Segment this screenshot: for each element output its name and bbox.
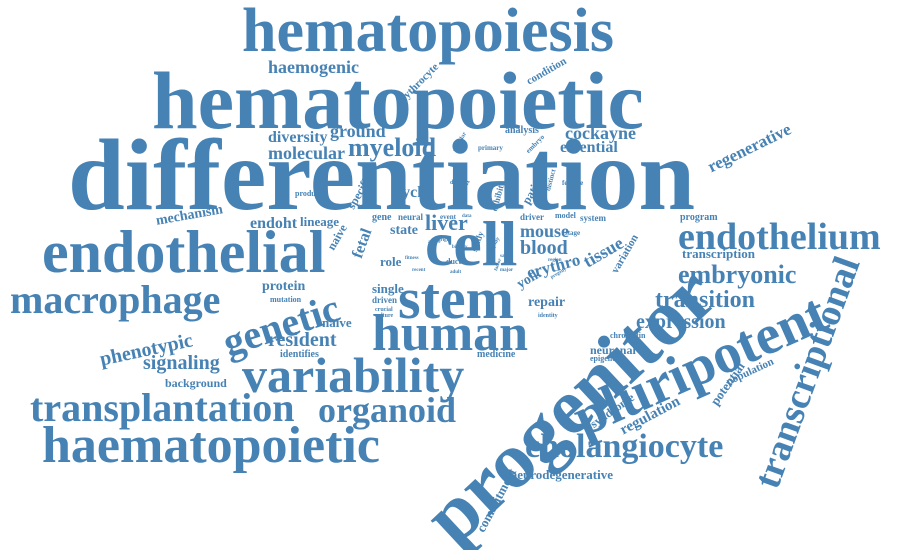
word-neuronal: neuronal: [590, 343, 636, 357]
word-model: model: [555, 211, 576, 220]
word-system: system: [580, 213, 606, 223]
word-crucial: crucial: [375, 307, 393, 313]
word-analysis: analysis: [505, 125, 539, 136]
word-chromatin: chromatin: [610, 331, 646, 340]
word-data: data: [462, 214, 472, 219]
word-origin: origin: [438, 238, 451, 243]
word-neurodegenerative: neurodegenerative: [510, 467, 614, 482]
word-defect: defect: [450, 180, 466, 186]
word-differentiation: differentiation: [68, 119, 696, 232]
word-epigenetic: epigenetic: [590, 354, 625, 363]
word-haematopoietic: haematopoietic: [42, 417, 380, 474]
word-gene: gene: [372, 212, 392, 223]
word-ground: ground: [330, 121, 386, 141]
word-driven: driven: [372, 295, 398, 305]
word-cell: cell: [425, 208, 518, 279]
word-mutation: mutation: [270, 295, 302, 304]
word-protein: protein: [262, 279, 306, 294]
word-resident: resident: [268, 329, 337, 351]
word-cockayne: cockayne: [565, 123, 636, 143]
word-major: major: [500, 268, 514, 273]
word-stem: stem: [398, 266, 514, 331]
word-fitness: fitness: [405, 256, 419, 261]
word-liver: liver: [425, 210, 468, 235]
word-adult: adult: [450, 270, 462, 275]
word-endothelial: endothelial: [42, 219, 326, 285]
word-driver: driver: [520, 212, 544, 222]
word-essential: essential: [560, 139, 618, 156]
word-hematopoiesis: hematopoiesis: [242, 0, 614, 65]
word-produce: produce: [295, 189, 323, 198]
word-endoht: endoht: [250, 215, 298, 232]
word-program: program: [680, 212, 718, 223]
word-culture: culture: [375, 313, 394, 319]
word-event: event: [440, 213, 456, 221]
word-diversity: diversity: [268, 129, 328, 146]
word-variability: variability: [242, 347, 465, 403]
word-naïve: naïve: [322, 315, 352, 330]
word-identity: identity: [538, 313, 558, 319]
word-medicine: medicine: [477, 349, 516, 360]
word-transition: transition: [655, 287, 756, 313]
word-region: region: [548, 258, 562, 263]
word-feature: feature: [562, 179, 584, 187]
word-primary: primary: [478, 144, 503, 152]
word-active: active: [428, 240, 441, 245]
word-stage: stage: [565, 229, 581, 237]
word-lineage: lineage: [300, 214, 339, 229]
word-molecular: molecular: [268, 143, 345, 163]
word-endothelium: endothelium: [678, 216, 881, 258]
word-neural: neural: [398, 212, 424, 222]
word-regenerative: regenerative: [704, 119, 795, 177]
word-state: state: [390, 223, 418, 238]
word-organoid: organoid: [318, 390, 457, 430]
word-blood: blood: [520, 237, 568, 259]
word-level: level: [455, 200, 467, 206]
word-cycle: cycle: [395, 184, 429, 201]
word-myeloid: myeloid: [348, 133, 437, 162]
word-sac: sac: [500, 254, 507, 259]
word-transcription: transcription: [682, 246, 755, 261]
word-macrophage: macrophage: [10, 277, 221, 322]
word-yolk: yolk: [514, 266, 545, 293]
word-human: human: [372, 305, 529, 362]
word-haemogenic: haemogenic: [268, 57, 359, 77]
word-role: role: [380, 254, 402, 269]
word-repair: repair: [528, 295, 566, 310]
word-cholangiocyte: cholangiocyte: [525, 428, 724, 465]
word-embryonic: embryonic: [678, 260, 797, 289]
word-recent: recent: [412, 268, 426, 273]
word-transplantation: transplantation: [30, 385, 295, 430]
word-background: background: [165, 376, 227, 390]
word-signaling: signaling: [143, 352, 220, 374]
word-hematopoietic: hematopoietic: [152, 55, 644, 146]
word-mouse: mouse: [520, 221, 569, 241]
word-expression: expression: [636, 311, 726, 333]
word-biology: biology: [452, 245, 468, 250]
word-identifies: identifies: [280, 349, 319, 360]
word-duct: duct: [446, 257, 462, 266]
word-single: single: [372, 281, 404, 296]
